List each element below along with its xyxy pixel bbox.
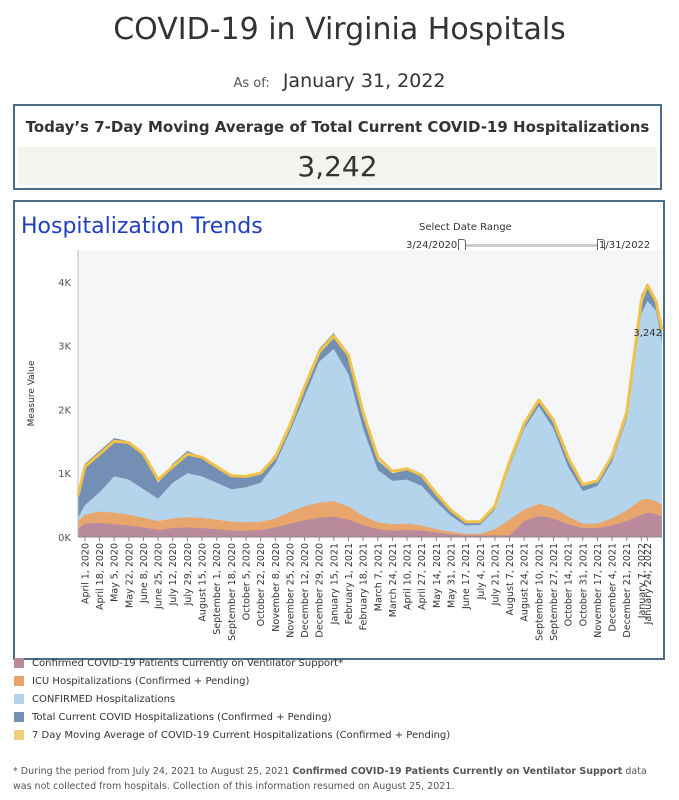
x-tick-label: September 27, 2021 <box>549 543 560 641</box>
x-tick-label: January 7, 2022 <box>637 543 648 619</box>
x-tick-label: September 1, 2020 <box>212 543 223 635</box>
x-tick-label: December 12, 2020 <box>300 543 311 638</box>
date-range-track[interactable] <box>464 244 599 247</box>
x-tick-label: October 22, 2020 <box>256 543 267 626</box>
x-tick-label: April 18, 2020 <box>95 543 106 610</box>
x-tick-label: January 24, 2022 <box>643 543 654 625</box>
footnote-text-1: * During the period from July 24, 2021 t… <box>13 766 293 777</box>
as-of: As of: January 31, 2022 <box>0 70 679 92</box>
date-range-start: 3/24/2020 <box>406 240 458 251</box>
footnote-text-2: data was not collected from hospitals. C… <box>13 766 647 792</box>
x-tick-label: January 15, 2021 <box>329 543 340 625</box>
legend-swatch <box>14 694 24 704</box>
trends-title: Hospitalization Trends <box>21 214 263 239</box>
x-tick-label: April 27, 2021 <box>417 543 428 610</box>
x-tick-label: June 25, 2020 <box>154 543 165 610</box>
page-title: COVID-19 in Virginia Hospitals <box>113 12 566 47</box>
legend-item[interactable]: CONFIRMED Hospitalizations <box>14 694 175 710</box>
x-tick-label: May 5, 2020 <box>110 543 121 602</box>
kpi-label: Today’s 7-Day Moving Average of Total Cu… <box>25 118 650 136</box>
legend-item[interactable]: 7 Day Moving Average of COVID-19 Current… <box>14 730 450 746</box>
trends-panel: Hospitalization Trends Select Date Range… <box>13 200 665 660</box>
hospitalization-chart[interactable]: 0K 1K 2K 3K 4K Measure Value April 1, 2020 Apri… <box>0 0 679 660</box>
footnote-bold: Confirmed COVID-19 Patients Currently on… <box>292 766 623 777</box>
x-tick-label: June 8, 2020 <box>139 543 150 604</box>
x-tick-label: May 14, 2021 <box>432 543 443 608</box>
x-tick-label: July 12, 2020 <box>168 543 179 606</box>
date-range-end: 1/31/2022 <box>599 240 651 251</box>
x-tick-label: November 8, 2020 <box>271 543 282 632</box>
y-tick-label: 0K <box>58 533 71 544</box>
legend-label: Confirmed COVID-19 Patients Currently on… <box>32 658 344 669</box>
y-tick-label: 2K <box>58 405 71 416</box>
series-area-2 <box>78 498 662 537</box>
x-tick-label: November 17, 2021 <box>593 543 604 638</box>
x-tick-label: October 5, 2020 <box>242 543 253 620</box>
legend-item[interactable]: Total Current COVID Hospitalizations (Co… <box>14 712 332 728</box>
x-tick-label: August 24, 2021 <box>520 543 531 622</box>
x-tick-label: July 29, 2020 <box>183 543 194 606</box>
legend-item[interactable]: Confirmed COVID-19 Patients Currently on… <box>14 658 343 674</box>
annotation-label: 3,242 <box>633 328 662 339</box>
x-tick-label: April 10, 2021 <box>403 543 414 610</box>
x-tick-label: December 4, 2021 <box>608 543 619 632</box>
legend-swatch <box>14 658 24 668</box>
footnote: * During the period from July 24, 2021 t… <box>13 764 653 794</box>
x-tick-label: July 4, 2021 <box>476 543 487 600</box>
x-tick-label: March 7, 2021 <box>373 543 384 611</box>
legend-label: Total Current COVID Hospitalizations (Co… <box>32 712 332 723</box>
x-tick-label: July 21, 2021 <box>490 543 501 606</box>
moving-average-line <box>76 283 664 524</box>
x-tick-label: October 14, 2021 <box>564 543 575 626</box>
x-tick-label: February 1, 2021 <box>344 543 355 624</box>
x-tick-label: May 22, 2020 <box>124 543 135 608</box>
x-tick-label: November 25, 2020 <box>285 543 296 638</box>
legend-label: ICU Hospitalizations (Confirmed + Pendin… <box>32 676 250 687</box>
x-tick-label: February 18, 2021 <box>359 543 370 630</box>
as-of-date: January 31, 2022 <box>282 70 446 92</box>
legend-swatch <box>14 712 24 722</box>
series-area-3 <box>78 512 662 537</box>
x-tick-label: March 24, 2021 <box>388 543 399 617</box>
kpi-box: Today’s 7-Day Moving Average of Total Cu… <box>13 104 662 190</box>
x-tick-label: August 7, 2021 <box>505 543 516 616</box>
series-area-1 <box>78 301 662 537</box>
y-axis-label: Measure Value <box>27 360 37 426</box>
y-tick-label: 1K <box>58 469 71 480</box>
x-tick-label: September 18, 2020 <box>227 543 238 641</box>
x-tick-label: August 15, 2020 <box>198 543 209 622</box>
x-tick-label: April 1, 2020 <box>80 543 91 604</box>
legend-label: 7 Day Moving Average of COVID-19 Current… <box>32 730 451 741</box>
date-range-label: Select Date Range <box>419 222 512 233</box>
y-tick-label: 4K <box>58 278 71 289</box>
legend-item[interactable]: ICU Hospitalizations (Confirmed + Pendin… <box>14 676 249 692</box>
x-tick-label: October 31, 2021 <box>578 543 589 626</box>
as-of-label: As of: <box>233 76 270 91</box>
legend-swatch <box>14 730 24 740</box>
x-tick-label: December 21, 2021 <box>622 543 633 638</box>
legend-swatch <box>14 676 24 686</box>
y-tick-label: 3K <box>58 342 71 353</box>
legend-label: CONFIRMED Hospitalizations <box>32 694 176 705</box>
x-tick-label: May 31, 2021 <box>447 543 458 608</box>
x-tick-label: June 17, 2021 <box>461 543 472 610</box>
kpi-value: 3,242 <box>18 147 657 185</box>
x-tick-label: September 10, 2021 <box>534 543 545 641</box>
x-tick-label: December 29, 2020 <box>315 543 326 638</box>
